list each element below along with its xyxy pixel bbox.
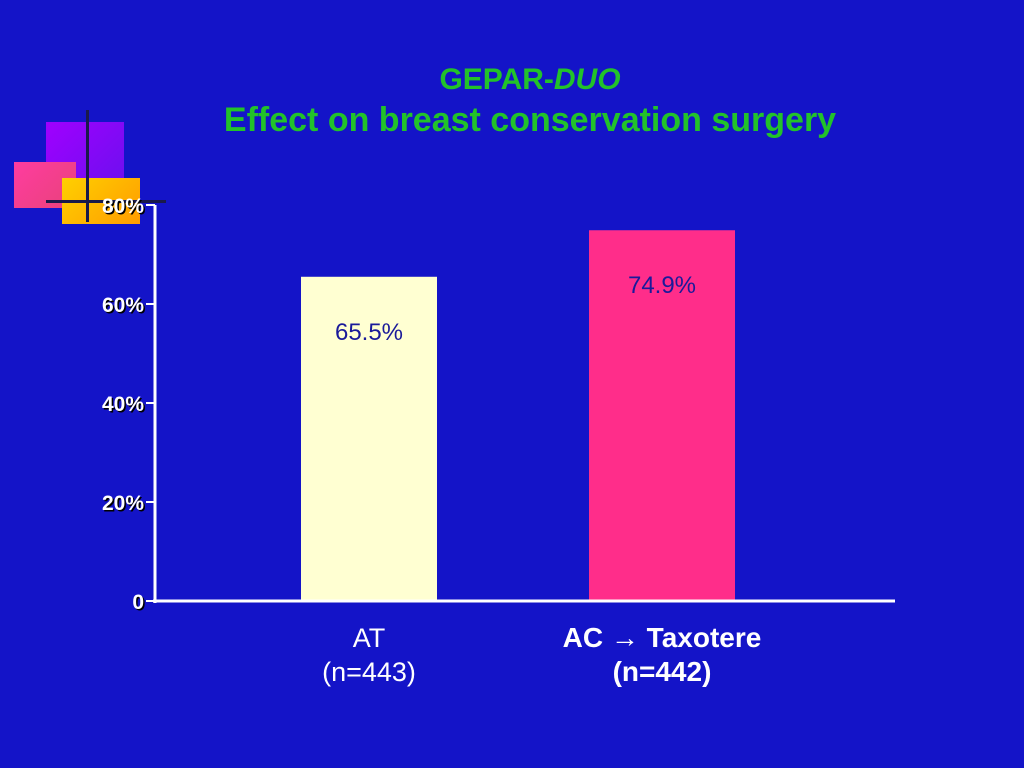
title-prefix: GEPAR- — [439, 63, 554, 96]
data-label-0: 65.5% — [335, 319, 403, 346]
title-line1: GEPAR-DUO — [0, 62, 1024, 98]
y-tick-label-shadow-4: 80% — [103, 197, 145, 220]
chart-title: GEPAR-DUO Effect on breast conservation … — [0, 62, 1024, 140]
chart-subtitle: Effect on breast conservation surgery — [223, 101, 837, 139]
data-label-1: 74.9% — [628, 272, 696, 299]
decor-vertical-line — [86, 110, 89, 222]
y-tick-label-2: 40% — [102, 393, 144, 416]
y-tick-label-0: 0 — [132, 591, 144, 614]
y-tick-label-shadow-1: 20% — [103, 494, 145, 517]
y-tick-label-4: 80% — [102, 195, 144, 218]
category-label-1-line-1: (n=442) — [612, 656, 712, 687]
decor-horizontal-line — [46, 200, 166, 203]
category-label-0: AT (n=443) — [269, 621, 469, 689]
y-tick-label-shadow-0: 0 — [134, 593, 146, 616]
bar-0 — [301, 276, 437, 601]
category-label-1-line-0: AC → Taxotere — [562, 622, 762, 653]
y-tick-label-3: 60% — [102, 294, 144, 317]
y-tick-label-1: 20% — [102, 492, 144, 515]
category-label-0-line-1: (n=443) — [322, 657, 416, 687]
title-italic: DUO — [553, 63, 621, 96]
y-tick-label-shadow-3: 60% — [103, 296, 145, 319]
y-tick-label-shadow-2: 40% — [103, 395, 145, 418]
category-label-0-line-0: AT — [352, 623, 386, 653]
bar-1 — [589, 230, 735, 601]
category-label-1: AC → Taxotere (n=442) — [512, 621, 812, 689]
